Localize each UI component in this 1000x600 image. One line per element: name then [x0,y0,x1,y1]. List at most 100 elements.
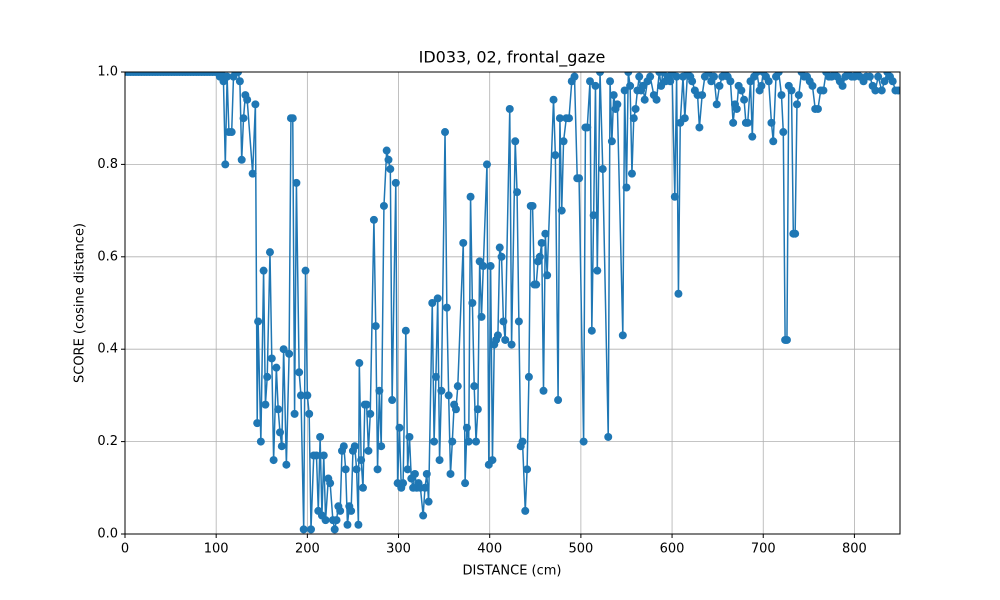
data-point [319,451,328,460]
data-point [589,211,598,220]
data-point [265,248,274,257]
data-point [606,77,615,86]
data-point [321,516,330,525]
data-point [399,479,408,488]
data-point [305,409,314,418]
data-point [312,451,321,460]
data-point [382,146,391,155]
data-point [732,104,741,113]
data-point [256,437,265,446]
data-point [267,354,276,363]
data-point [299,525,308,534]
x-tick-label: 600 [660,542,685,557]
data-point [539,386,548,395]
data-point [752,72,761,76]
data-point [587,326,596,335]
data-point [551,151,560,160]
ticks: 0 100 200 300 400 500 600 700 800 0.0 0.2 0.4 0.6 0.8… [97,65,867,557]
data-point [838,81,847,90]
data-point [375,386,384,395]
data-point [618,331,627,340]
data-point [593,266,602,275]
data-point [774,72,783,76]
data-point [442,303,451,312]
x-tick-label: 400 [477,542,502,557]
data-point [272,363,281,372]
y-tick-label: 0.8 [97,157,118,172]
data-point [622,183,631,192]
data-point [791,229,800,238]
data-point [332,516,341,525]
data-point [343,520,352,529]
data-point [513,188,522,197]
data-point [486,262,495,271]
data-point [288,114,297,123]
data-point [420,483,429,492]
data-point [355,359,364,368]
data-point [470,382,479,391]
data-point [874,72,883,81]
data-point [877,86,886,95]
data-point [501,335,510,344]
data-point [764,77,773,86]
data-point [575,174,584,183]
data-point [505,104,514,113]
data-point [296,391,305,400]
data-point [373,465,382,474]
data-point [528,201,537,210]
data-point [290,409,299,418]
data-point [357,456,366,465]
data-point [410,469,419,478]
data-point [748,132,757,141]
data-point [726,77,735,86]
line-series [125,72,899,530]
data-point [737,86,746,95]
x-tick-label: 0 [121,542,129,557]
data-point [598,165,607,174]
data-point [422,469,431,478]
data-point [514,317,523,326]
data-point [227,128,236,137]
data-point [428,299,437,307]
data-point [497,252,506,261]
data-point [254,317,263,326]
data-point [888,77,897,86]
data-point [767,118,776,127]
data-point [341,465,350,474]
data-point [401,326,410,335]
data-point [282,460,291,469]
data-point [583,123,592,132]
data-point [433,294,442,303]
data-point [221,160,230,169]
data-point [792,100,801,109]
data-point [403,465,412,474]
data-point [674,289,683,298]
data-point [794,91,803,100]
data-point [698,91,707,100]
data-point [358,483,367,492]
data-point [301,266,310,275]
data-point [446,469,455,478]
data-point [586,77,594,86]
data-point [543,271,552,280]
data-point [524,372,533,381]
data-point [819,86,828,95]
data-point [782,335,791,344]
data-point [652,95,661,104]
data-point [672,72,681,81]
data-point [894,86,900,95]
data-point [570,72,579,81]
data-point [371,322,380,331]
data-point [604,432,613,441]
data-point [523,465,532,474]
data-point [670,192,679,201]
data-point [448,437,457,446]
data-point [729,118,738,127]
data-point [579,437,588,446]
axes-frame [124,71,901,535]
data-point [391,178,400,187]
chart-title: ID033, 02, frontal_gaze [419,48,606,68]
data-point [865,72,874,81]
data-point [688,77,697,86]
